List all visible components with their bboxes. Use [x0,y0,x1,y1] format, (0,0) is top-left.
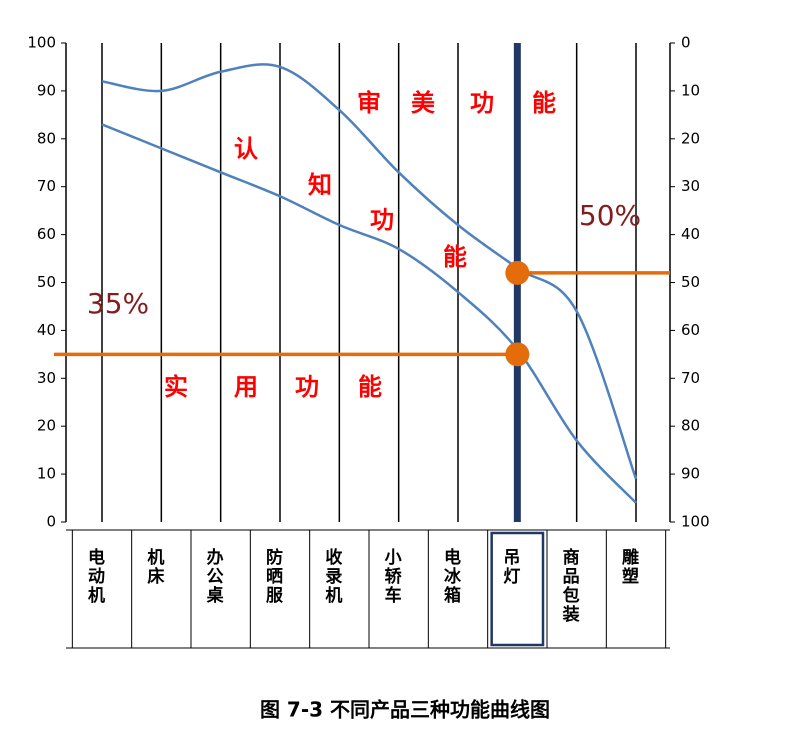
percent-annotation: 50% [579,199,641,232]
y-tick-label: 90 [37,81,56,99]
y-tick-label: 100 [27,34,56,52]
y-tick-label: 0 [46,513,56,531]
x-tick-label: 收录机 [321,547,342,605]
function-label: 能 [443,243,467,271]
x-tick-label: 电动机 [84,547,105,605]
percent-annotation: 35% [87,287,149,320]
y2-tick-label: 50 [681,273,700,291]
y2-tick-label: 70 [681,369,700,387]
y-tick-label: 50 [37,273,56,291]
function-label: 功 [295,373,319,401]
y2-tick-label: 90 [681,465,700,483]
function-label: 认 [234,135,258,163]
y-tick-label: 60 [37,225,56,243]
y2-tick-label: 20 [681,129,700,147]
x-tick-label: 吊灯 [499,548,520,586]
y-tick-label: 20 [37,417,56,435]
y2-tick-label: 0 [681,34,691,52]
y2-tick-label: 100 [681,513,710,531]
function-label: 实 [164,373,188,401]
reference-dot [505,342,530,367]
x-tick-label: 雕塑 [618,547,639,586]
y-tick-label: 10 [37,465,56,483]
function-label: 知 [308,171,332,199]
curve [101,63,638,480]
x-tick-label: 小轿车 [381,548,402,605]
function-label: 用 [234,373,258,401]
x-tick-label: 办公桌 [203,547,224,605]
reference-dot [505,260,530,285]
highlight-cell [490,531,545,647]
x-tick-label: 机床 [143,547,164,586]
caption: 图 7-3 不同产品三种功能曲线图 [260,698,550,722]
y2-tick-label: 10 [681,81,700,99]
y-tick-label: 80 [37,129,56,147]
x-tick-label: 商品包装 [559,547,581,624]
function-label: 能 [532,89,556,117]
function-label: 功 [370,206,394,234]
function-label: 能 [358,373,382,401]
y-tick-label: 30 [37,369,56,387]
function-label: 审 [357,89,381,117]
y-tick-label: 70 [37,177,56,195]
function-label: 美 [411,89,435,117]
y2-tick-label: 60 [681,321,700,339]
y2-tick-label: 40 [681,225,700,243]
y2-tick-label: 30 [681,177,700,195]
y2-tick-label: 80 [681,417,700,435]
x-tick-label: 电冰箱 [440,547,461,605]
x-tick-label: 防晒服 [262,547,283,605]
y-tick-label: 40 [37,321,56,339]
curve [101,123,637,504]
function-label: 功 [470,89,494,117]
